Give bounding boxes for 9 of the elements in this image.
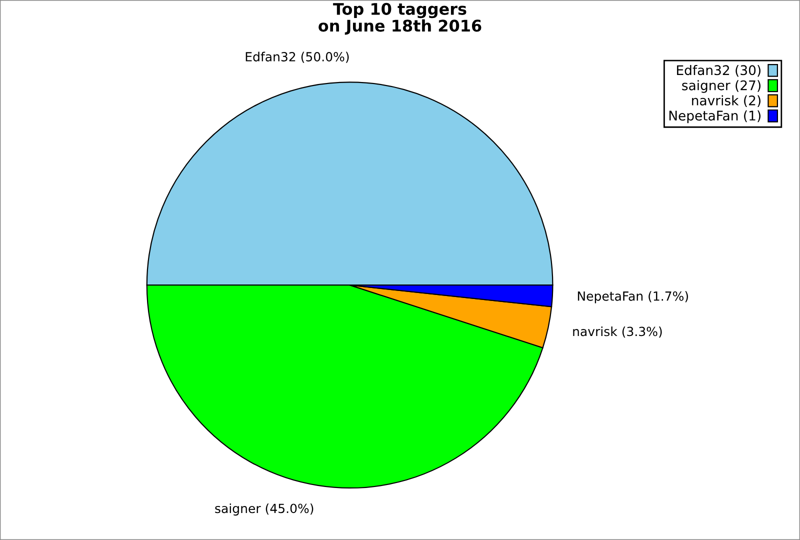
- data-label: Edfan32 (50.0%): [246, 52, 349, 63]
- chart-title: Top 10 taggers on June 18th 2016: [318, 2, 482, 35]
- legend-label: Edfan32 (30): [677, 64, 760, 77]
- legend-label: navrisk (2): [692, 95, 760, 108]
- data-label: navrisk (3.3%): [573, 326, 662, 338]
- data-label: saigner (45.0%): [215, 503, 314, 516]
- legend-label: saigner (27): [682, 80, 760, 93]
- data-label: NepetaFan (1.7%): [578, 291, 688, 304]
- legend-label: NepetaFan (1): [669, 110, 760, 124]
